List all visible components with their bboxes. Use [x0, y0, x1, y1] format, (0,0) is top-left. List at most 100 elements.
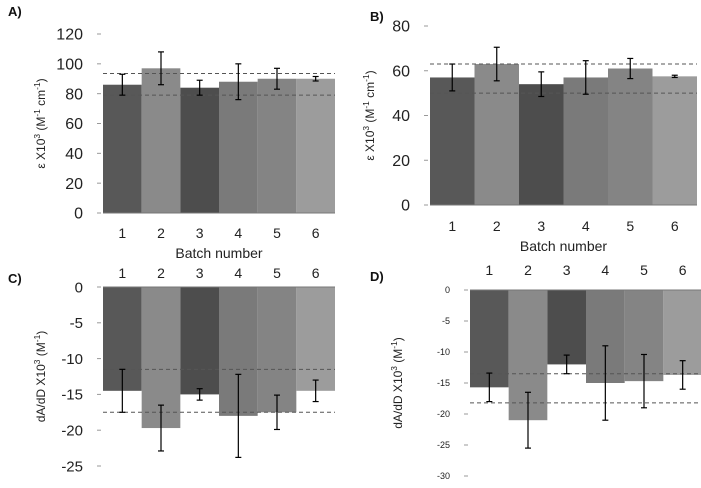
- y-axis-title-part: ): [34, 331, 48, 335]
- x-tick-label: 4: [234, 225, 242, 241]
- x-axis-title: Batch number: [520, 238, 607, 254]
- chart-panel-4: D)-30-25-20-15-10-501 2 3 4 5 6dA/dD X103 (M-…: [370, 262, 701, 481]
- y-tick-label: 20: [392, 153, 410, 170]
- y-tick-label: 20: [65, 176, 83, 193]
- y-axis-title-part: ): [391, 337, 405, 341]
- panel-label: B): [370, 9, 384, 24]
- y-axis-title-superscript: -1: [361, 101, 371, 109]
- y-axis-title-superscript: -1: [361, 74, 371, 82]
- x-tick-label: 4: [601, 262, 609, 278]
- bar: [180, 287, 219, 395]
- y-axis-title-part: ): [34, 78, 48, 82]
- x-tick-label: 4: [234, 265, 242, 281]
- bar: [519, 84, 564, 205]
- x-tick-label: 5: [640, 262, 648, 278]
- y-axis-title-superscript: -1: [389, 341, 399, 349]
- x-tick-label: 3: [537, 218, 545, 234]
- y-tick-label: 100: [56, 56, 83, 73]
- y-axis-title-part: ): [363, 70, 377, 74]
- y-tick-label: -20: [61, 422, 83, 439]
- x-tick-label: 2: [157, 225, 165, 241]
- x-tick-label: 6: [671, 218, 679, 234]
- y-tick-label: -15: [61, 387, 83, 404]
- bar: [296, 287, 335, 391]
- y-axis-title-superscript: 3: [32, 359, 42, 364]
- bar: [430, 77, 475, 205]
- y-tick-label: 40: [65, 146, 83, 163]
- y-tick-label: 0: [401, 198, 410, 215]
- y-axis-title: dA/dD X103 (M-1): [32, 331, 48, 423]
- x-tick-label: 6: [312, 225, 320, 241]
- x-tick-label: 3: [196, 265, 204, 281]
- x-tick-label: 2: [493, 218, 501, 234]
- y-tick-label: 0: [74, 206, 83, 223]
- y-axis-title-superscript: -1: [32, 82, 42, 90]
- y-axis-title-part: (M: [34, 342, 48, 359]
- x-tick-label: 3: [563, 262, 571, 278]
- y-tick-label: -25: [437, 440, 450, 450]
- y-axis-title: ε X103 (M-1 cm-1): [361, 70, 377, 160]
- x-tick-label: 2: [157, 265, 165, 281]
- y-axis-title-superscript: 3: [361, 126, 371, 131]
- bar: [547, 290, 586, 365]
- y-axis-title-superscript: 3: [389, 366, 399, 371]
- y-tick-label: 80: [392, 19, 410, 36]
- x-tick-label: 6: [312, 265, 320, 281]
- bar: [563, 77, 608, 205]
- y-tick-label: -20: [437, 409, 450, 419]
- bar: [474, 64, 519, 205]
- y-tick-label: -5: [442, 316, 450, 326]
- bar: [608, 68, 653, 205]
- x-tick-label: 5: [273, 265, 281, 281]
- panel-label: A): [8, 4, 22, 19]
- x-tick-label: 1: [485, 262, 493, 278]
- x-tick-label: 1: [448, 218, 456, 234]
- y-axis-title-part: cm: [363, 82, 377, 101]
- x-tick-label: 5: [626, 218, 634, 234]
- y-axis-title: dA/dD X103 (M-1): [389, 337, 405, 429]
- bar: [219, 81, 258, 213]
- y-axis-title-superscript: -1: [32, 109, 42, 117]
- y-tick-label: -10: [61, 351, 83, 368]
- y-tick-label: -10: [437, 347, 450, 357]
- y-axis-title-part: (M: [391, 349, 405, 366]
- x-tick-label: 5: [273, 225, 281, 241]
- x-tick-label: 3: [196, 225, 204, 241]
- x-tick-label: 2: [524, 262, 532, 278]
- y-tick-label: -25: [61, 458, 83, 475]
- bar: [257, 78, 297, 213]
- y-axis-title-superscript: 3: [32, 134, 42, 139]
- bar: [652, 76, 697, 205]
- y-axis-title-part: (M: [363, 109, 377, 126]
- x-tick-label: 4: [582, 218, 590, 234]
- y-axis-title-part: dA/dD X10: [391, 370, 405, 428]
- bar: [296, 78, 335, 213]
- panel-label: D): [370, 269, 384, 284]
- y-axis-title-superscript: -1: [32, 334, 42, 342]
- bar: [470, 290, 509, 388]
- x-tick-label: 1: [118, 225, 126, 241]
- y-tick-label: 0: [75, 279, 83, 296]
- y-axis-title-part: cm: [34, 90, 48, 109]
- bar: [141, 68, 181, 213]
- y-axis-title-part: ε X10: [363, 130, 377, 160]
- y-axis-title: ε X103 (M-1 cm-1): [32, 78, 48, 168]
- x-tick-label: 1: [118, 265, 126, 281]
- bar: [180, 87, 219, 213]
- y-tick-label: -5: [70, 315, 83, 332]
- y-tick-label: 60: [65, 116, 83, 133]
- bar: [103, 84, 142, 213]
- y-axis-title-part: (M: [34, 117, 48, 134]
- x-axis-title: Batch number: [175, 245, 262, 261]
- y-tick-label: -15: [437, 378, 450, 388]
- y-axis-title-part: ε X10: [34, 138, 48, 168]
- chart-panel-1: A) 0 20 40 60 80 100 120 1 2 3 4 5 6 Batch number ε X10…: [8, 4, 335, 261]
- bar: [257, 287, 297, 413]
- x-tick-label: 6: [679, 262, 687, 278]
- y-tick-label: 60: [392, 63, 410, 80]
- y-tick-label: -30: [437, 471, 450, 481]
- y-tick-label: 120: [56, 27, 83, 44]
- chart-panel-3: C)-25-20-15-10-501 2 3 4 5 6dA/dD X103 (M-1): [8, 265, 335, 475]
